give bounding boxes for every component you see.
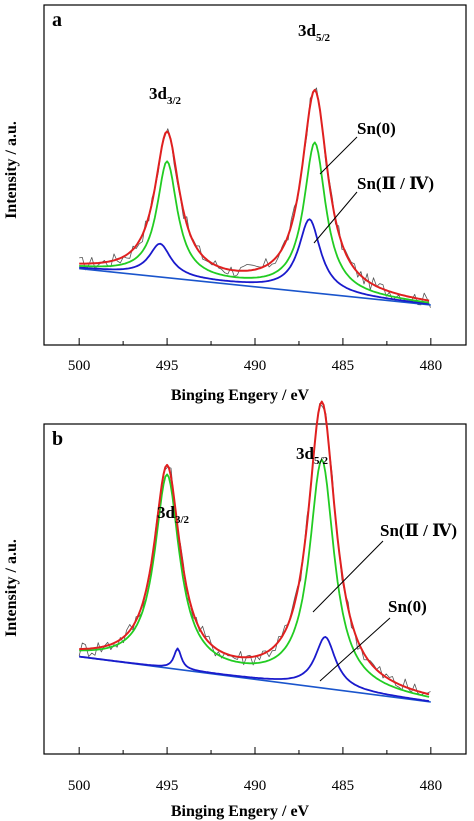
panel-a-arrow-sn0 [319,136,358,175]
panel-b-x-tick-label-500: 500 [68,778,91,794]
panel-a-series-sn0 [79,141,430,304]
panel-b-peak-label-3d52-main: 3d [296,444,315,463]
panel-b-series-envelope [79,400,430,696]
panel-a-label-sn24: Sn(Ⅱ / Ⅳ) [357,174,434,193]
panel-b-series-sn0 [79,636,430,702]
panel-a-peak-label-3d52: 3d5/2 [298,21,331,44]
panel-b-label-sn24: Sn(Ⅱ / Ⅳ) [380,521,457,540]
panel-a: a Intensity / a.u. Binging Engery / eV 5… [3,4,467,404]
panel-b-annotations: 3d3/2 3d5/2 Sn(Ⅱ / Ⅳ) Sn(0) [157,444,457,682]
panel-b-peak-label-3d32: 3d3/2 [157,503,190,526]
panel-a-x-axis-label: Binging Engery / eV [171,387,310,404]
panel-b-x-tick-label-495: 495 [156,778,179,794]
panel-a-peak-label-3d32: 3d3/2 [149,84,182,107]
panel-b-x-tick-label-490: 490 [244,778,267,794]
panel-b-arrow-sn24 [312,540,384,613]
panel-a-peak-label-3d52-sub: 5/2 [316,32,331,44]
panel-b-arrow-sn0 [319,617,391,682]
panel-b: b Intensity / a.u. Binging Engery / eV 5… [3,400,467,820]
panel-a-series-background [79,267,431,306]
panel-b-x-axis-label: Binging Engery / eV [171,803,310,820]
panel-a-x-tick-label-495: 495 [156,358,179,374]
panel-a-x-tick-label-485: 485 [332,358,355,374]
panel-a-x-tick-label-490: 490 [244,358,267,374]
panel-a-peak-label-3d32-main: 3d [149,84,168,103]
panel-b-peak-label-3d52-sub: 5/2 [314,455,329,467]
panel-b-frame [43,423,467,755]
panel-a-peak-label-3d32-sub: 3/2 [167,95,182,107]
panel-a-series-envelope [79,88,430,302]
panel-a-label-sn0: Sn(0) [357,119,396,138]
panel-b-peak-label-3d32-main: 3d [157,503,176,522]
panel-b-x-tick-label-480: 480 [420,778,443,794]
panel-a-peak-label-3d52-main: 3d [298,21,317,40]
panel-a-series-sn24 [79,218,430,305]
panel-a-curves [79,87,431,308]
panel-b-x-tick-label-485: 485 [332,778,355,794]
panel-a-letter: a [52,9,62,31]
panel-a-x-tick-label-500: 500 [68,358,91,374]
panel-b-curves [78,400,431,703]
panel-b-peak-label-3d52: 3d5/2 [296,444,329,467]
panel-b-y-axis-label: Intensity / a.u. [3,539,20,637]
panel-a-frame [43,4,467,346]
panel-a-x-ticks: 500 495 490 485 480 [68,338,442,374]
panel-a-x-tick-label-480: 480 [420,358,443,374]
panel-b-label-sn0: Sn(0) [388,597,427,616]
panel-b-x-ticks: 500 495 490 485 480 [68,747,442,794]
panel-b-series-sn24 [79,458,430,698]
panel-a-y-axis-label: Intensity / a.u. [3,121,20,219]
panel-b-peak-label-3d32-sub: 3/2 [175,514,190,526]
panel-a-arrow-sn24 [313,191,358,244]
panel-a-annotations: 3d3/2 3d5/2 Sn(0) Sn(Ⅱ / Ⅳ) [149,21,434,244]
panel-b-letter: b [52,428,63,450]
